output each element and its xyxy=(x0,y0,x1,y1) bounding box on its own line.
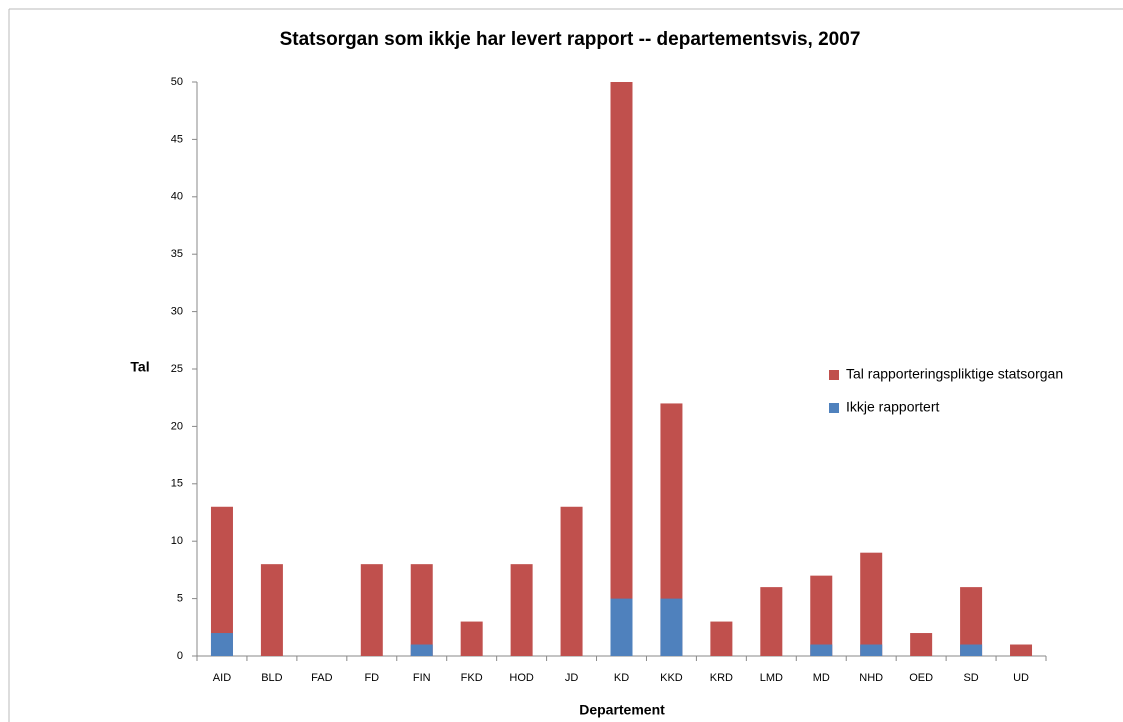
bar xyxy=(610,82,633,656)
y-tick-label: 50 xyxy=(171,76,183,88)
x-tick-label: AID xyxy=(213,672,231,684)
x-tick-label: HOD xyxy=(509,672,534,684)
bar xyxy=(760,587,783,656)
y-tick-label: 30 xyxy=(171,306,183,318)
bar xyxy=(960,587,983,656)
x-tick-label: MD xyxy=(813,672,830,684)
y-tick-label: 40 xyxy=(171,191,183,203)
x-tick-label: SD xyxy=(963,672,978,684)
x-tick-label: FAD xyxy=(311,672,332,684)
x-tick-label: JD xyxy=(565,672,579,684)
legend-swatch xyxy=(829,403,839,413)
y-tick-label: 25 xyxy=(171,363,183,375)
bar xyxy=(1010,644,1033,656)
bar xyxy=(410,644,433,656)
bar xyxy=(660,598,683,656)
x-tick-label: NHD xyxy=(859,672,883,684)
bar xyxy=(860,552,883,656)
x-tick-label: BLD xyxy=(261,672,282,684)
bar xyxy=(710,621,733,656)
legend-swatch xyxy=(829,370,839,380)
bar xyxy=(610,598,633,656)
y-tick-label: 5 xyxy=(177,593,183,605)
x-tick-label: FD xyxy=(364,672,379,684)
bar xyxy=(410,564,433,656)
x-axis-label: Departement xyxy=(579,702,665,718)
legend-label: Ikkje rapportert xyxy=(846,399,939,415)
bar xyxy=(210,506,233,656)
x-tick-label: FKD xyxy=(461,672,483,684)
bar xyxy=(810,644,833,656)
bar xyxy=(560,506,583,656)
bar xyxy=(260,564,283,656)
bar xyxy=(360,564,383,656)
y-tick-label: 0 xyxy=(177,650,183,662)
y-tick-label: 35 xyxy=(171,248,183,260)
x-tick-label: FIN xyxy=(413,672,431,684)
bar xyxy=(860,644,883,656)
bar xyxy=(660,403,683,656)
bar xyxy=(210,633,233,656)
y-tick-label: 15 xyxy=(171,478,183,490)
y-tick-label: 45 xyxy=(171,133,183,145)
x-tick-label: LMD xyxy=(760,672,783,684)
chart-title: Statsorgan som ikkje har levert rapport … xyxy=(280,29,861,50)
x-tick-label: UD xyxy=(1013,672,1029,684)
x-tick-label: KRD xyxy=(710,672,733,684)
bar xyxy=(960,644,983,656)
x-tick-label: KKD xyxy=(660,672,683,684)
y-axis-label: Tal xyxy=(130,359,149,375)
y-tick-label: 20 xyxy=(171,420,183,432)
bar xyxy=(460,621,483,656)
legend-label: Tal rapporteringspliktige statsorgan xyxy=(846,366,1063,382)
x-tick-label: KD xyxy=(614,672,629,684)
bar xyxy=(910,633,933,656)
y-tick-label: 10 xyxy=(171,535,183,547)
bar xyxy=(810,575,833,656)
x-tick-label: OED xyxy=(909,672,933,684)
bar xyxy=(510,564,533,656)
